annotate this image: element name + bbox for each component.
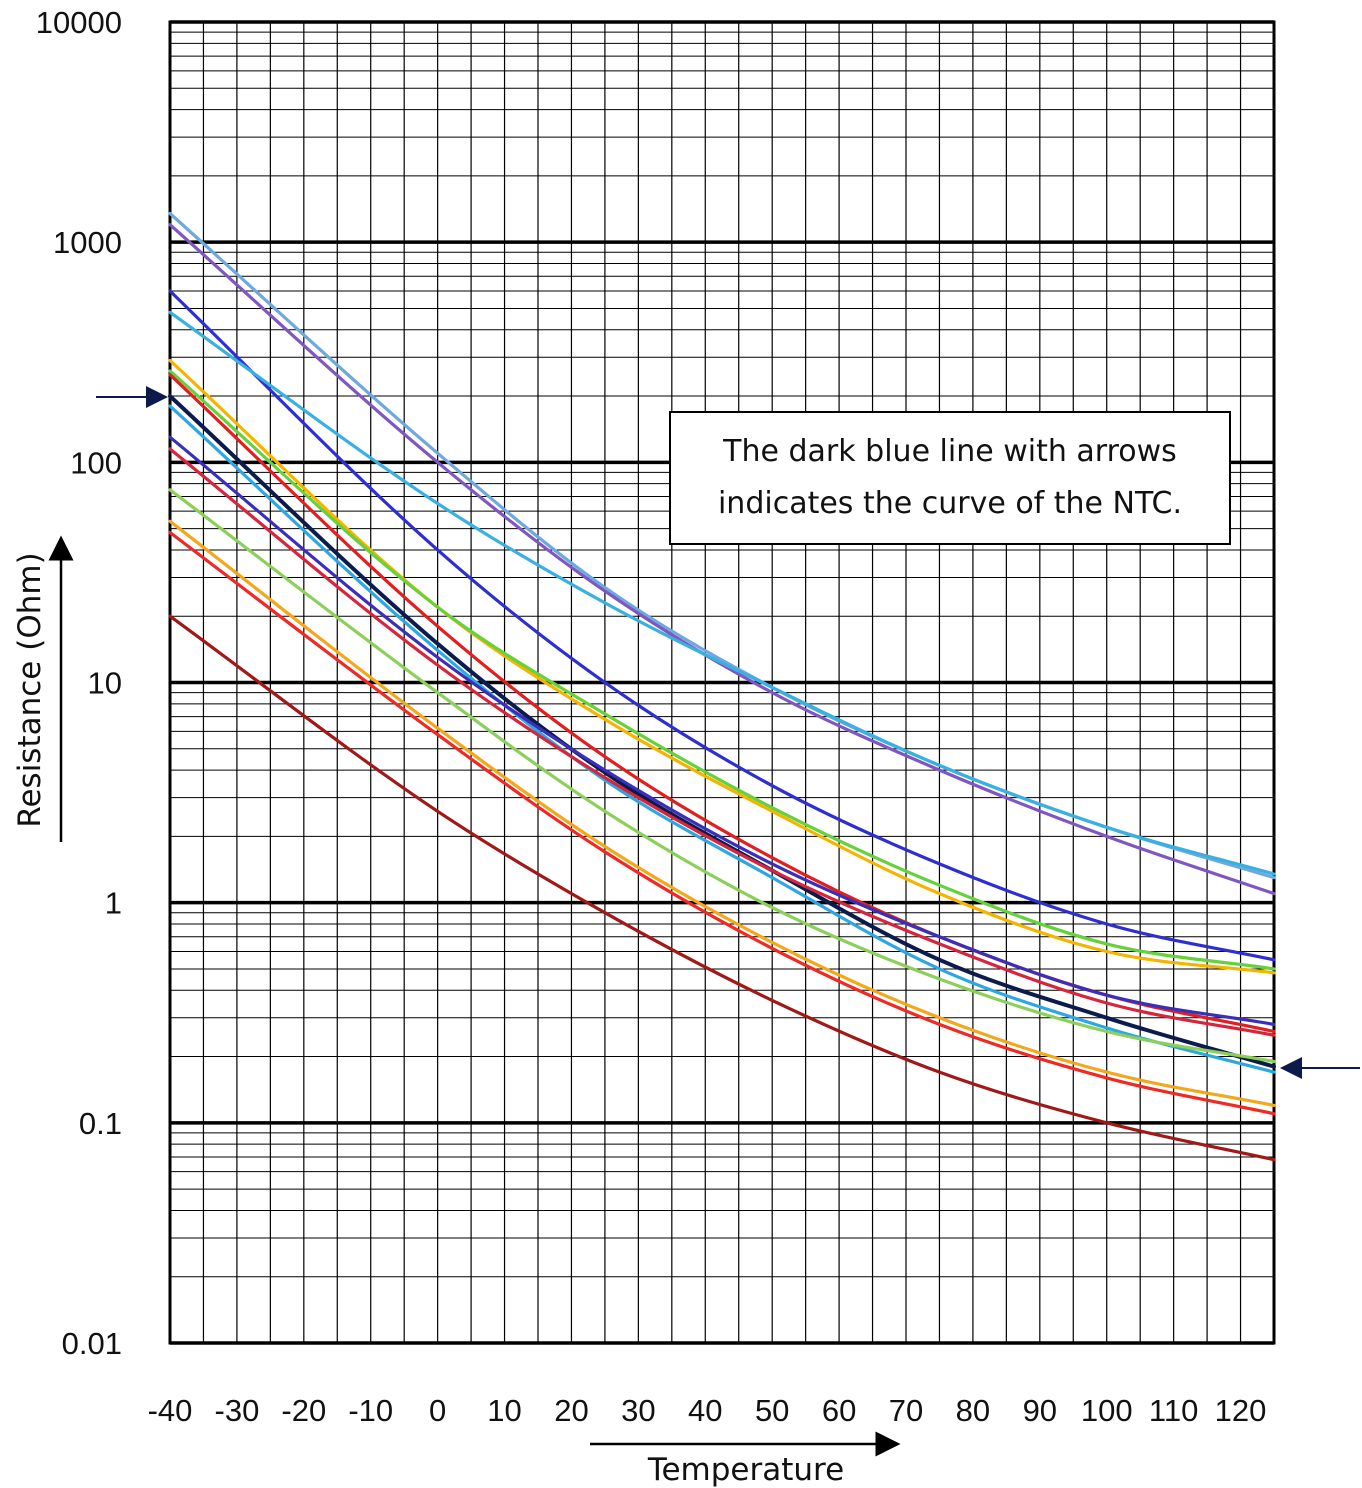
y-tick-label: 1000 <box>53 225 122 260</box>
x-tick-label: 70 <box>889 1393 923 1428</box>
series-line-10 <box>168 435 1276 1026</box>
x-tick-label: -30 <box>215 1393 260 1428</box>
major-y-gridlines <box>170 20 1274 1345</box>
x-tick-label: 0 <box>429 1393 446 1428</box>
minor-y-gridlines <box>170 31 1274 1278</box>
y-axis-title: Resistance (Ohm) <box>12 552 48 827</box>
x-tick-label: 110 <box>1149 1393 1198 1428</box>
x-tick-label: 10 <box>487 1393 521 1428</box>
series-line-11 <box>168 447 1276 1037</box>
series-line-9 <box>168 404 1276 1074</box>
x-tick-label: 40 <box>688 1393 722 1428</box>
series-lines <box>168 211 1276 1162</box>
series-line-12 <box>168 488 1276 1064</box>
x-tick-label: 20 <box>554 1393 588 1428</box>
x-tick-labels: -40 -30 -20 -10 0 10 20 30 40 50 60 70 80 90 100 110 120 <box>148 1393 1267 1428</box>
series-line-14 <box>168 530 1276 1116</box>
x-tick-label: 50 <box>755 1393 789 1428</box>
y-tick-label: 0.01 <box>62 1326 122 1361</box>
series-line-3 <box>168 289 1276 962</box>
y-tick-label: 10 <box>88 666 122 701</box>
y-tick-label: 0.1 <box>79 1106 122 1141</box>
y-tick-labels: 0.01 0.1 1 10 100 1000 10000 <box>36 5 122 1361</box>
series-line-4 <box>168 310 1276 876</box>
x-tick-label: 100 <box>1081 1393 1133 1428</box>
x-tick-label: -40 <box>148 1393 193 1428</box>
series-line-15 <box>168 614 1276 1162</box>
y-tick-label: 10000 <box>36 5 122 40</box>
x-tick-label: -10 <box>348 1393 393 1428</box>
x-tick-label: 60 <box>822 1393 856 1428</box>
x-tick-label: 30 <box>621 1393 655 1428</box>
series-line-2 <box>168 223 1276 896</box>
y-tick-label: 100 <box>70 445 122 480</box>
ntc-left-arrow <box>96 386 168 408</box>
plot-frame <box>168 20 1276 1345</box>
series-line-13 <box>168 519 1276 1107</box>
x-axis-title: Temperature <box>647 1452 844 1488</box>
ntc-right-arrow <box>1280 1057 1360 1079</box>
ntc-annotation-text: The dark blue line with arrows indicates… <box>717 434 1183 521</box>
x-tick-label: 90 <box>1023 1393 1057 1428</box>
x-tick-label: 120 <box>1215 1393 1267 1428</box>
series-line-6 <box>168 369 1276 971</box>
x-tick-label: -20 <box>281 1393 326 1428</box>
y-tick-label: 1 <box>105 886 122 921</box>
ntc-annotation-box: The dark blue line with arrows indicates… <box>669 411 1231 545</box>
x-tick-label: 80 <box>956 1393 990 1428</box>
